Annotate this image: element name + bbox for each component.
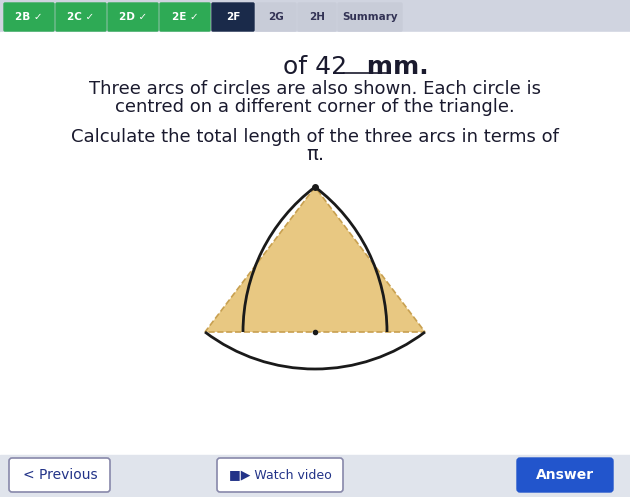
Bar xyxy=(0,0,630,32)
Text: Summary: Summary xyxy=(342,12,398,22)
Text: < Previous: < Previous xyxy=(23,468,97,482)
Text: Calculate the total length of the three arcs in terms of: Calculate the total length of the three … xyxy=(71,128,559,146)
FancyBboxPatch shape xyxy=(298,3,336,31)
FancyBboxPatch shape xyxy=(9,458,110,492)
Text: centred on a different corner of the triangle.: centred on a different corner of the tri… xyxy=(115,98,515,116)
Text: 2B ✓: 2B ✓ xyxy=(15,12,43,22)
FancyBboxPatch shape xyxy=(517,458,613,492)
Text: 2E ✓: 2E ✓ xyxy=(171,12,198,22)
Polygon shape xyxy=(205,187,425,332)
FancyBboxPatch shape xyxy=(108,3,158,31)
FancyBboxPatch shape xyxy=(160,3,210,31)
Text: Three arcs of circles are also shown. Each circle is: Three arcs of circles are also shown. Ea… xyxy=(89,80,541,98)
FancyBboxPatch shape xyxy=(256,3,296,31)
FancyBboxPatch shape xyxy=(212,3,254,31)
Text: Answer: Answer xyxy=(536,468,594,482)
Text: of 42: of 42 xyxy=(283,55,347,79)
FancyBboxPatch shape xyxy=(217,458,343,492)
Bar xyxy=(0,32,630,455)
Text: 2C ✓: 2C ✓ xyxy=(67,12,94,22)
FancyBboxPatch shape xyxy=(56,3,106,31)
Text: 2H: 2H xyxy=(309,12,325,22)
Text: π.: π. xyxy=(306,146,324,165)
Text: 2D ✓: 2D ✓ xyxy=(119,12,147,22)
Text: ■▶ Watch video: ■▶ Watch video xyxy=(229,469,331,482)
Text: 2G: 2G xyxy=(268,12,284,22)
Text: mm.: mm. xyxy=(358,55,428,79)
FancyBboxPatch shape xyxy=(338,3,402,31)
Text: 2F: 2F xyxy=(226,12,240,22)
FancyBboxPatch shape xyxy=(4,3,54,31)
Bar xyxy=(0,455,630,497)
